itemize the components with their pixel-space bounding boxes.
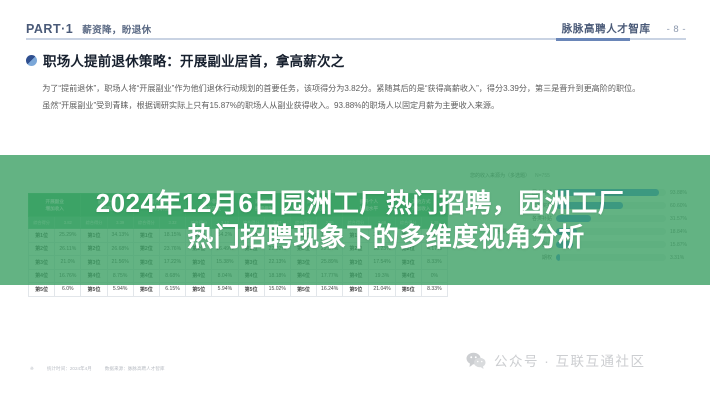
overlay-title-band: 2024年12月6日园洲工厂热门招聘，园洲工厂 热门招聘现象下的多维度视角分析 — [0, 155, 710, 285]
footnote-source: 数据来源：脉脉高聘人才智库 — [104, 366, 165, 371]
percent-cell: 21.04% — [368, 282, 396, 297]
watermark: 公众号 · 互联互通社区 — [466, 350, 646, 370]
part-subtitle: 薪资降，盼退休 — [82, 25, 152, 36]
rank-cell: 第5位 — [27, 282, 56, 297]
percent-cell: 16.24% — [316, 282, 344, 297]
section-heading: 职场人提前退休策略：开展副业居首，拿高薪次之 — [26, 50, 344, 70]
header-right-group: 脉脉高聘人才智库 - 8 - — [562, 21, 686, 36]
rank-cell: 第5位 — [80, 282, 108, 297]
footnote: ※ 统计时间：2024年4月 数据来源：脉脉高聘人才智库 — [30, 366, 165, 372]
rank-cell: 第5位 — [394, 282, 422, 297]
paragraph: 虽然“开展副业”受到青睐，根据调研实际上只有15.87%的职场人从副业获得收入。… — [42, 101, 500, 110]
overlay-title-line-2: 热门招聘现象下的多维度视角分析 — [187, 222, 585, 252]
section-heading-text: 职场人提前退休策略：开展副业居首，拿高薪次之 — [43, 54, 345, 69]
body-copy: 为了“提前退休”，职场人将“开展副业”作为他们退休行动规划的首要任务，该项得分为… — [26, 82, 690, 116]
brand-name: 脉脉高聘人才智库 — [561, 23, 651, 35]
page-number: - 8 - — [666, 24, 686, 35]
header-divider-accent — [556, 38, 630, 41]
page-header: PART·1 薪资降，盼退休 脉脉高聘人才智库 - 8 - — [26, 14, 686, 36]
watermark-text: 公众号 · 互联互通社区 — [494, 354, 646, 369]
percent-cell: 15.02% — [263, 282, 291, 297]
footnote-stat-period: 统计时间：2024年4月 — [46, 366, 92, 371]
percent-cell: 6.15% — [158, 282, 187, 297]
wechat-icon — [466, 352, 486, 369]
overlay-title-line-1: 2024年12月6日园洲工厂热门招聘，园洲工厂 — [95, 188, 625, 218]
footnote-star-icon: ※ — [30, 366, 34, 371]
rank-cell: 第5位 — [289, 282, 318, 297]
part-label: PART·1 — [26, 22, 74, 36]
bullet-marker-icon — [26, 54, 37, 66]
table-row: 第5位 6.0% 第5位 5.94% 第5位 6.15% 第5位 5.94% 第5位 15.02%… — [27, 282, 449, 297]
paragraph: 为了“提前退休”，职场人将“开展副业”作为他们退休行动规划的首要任务，该项得分为… — [42, 84, 641, 93]
header-left-group: PART·1 薪资降，盼退休 — [26, 22, 152, 36]
header-divider — [26, 38, 686, 40]
